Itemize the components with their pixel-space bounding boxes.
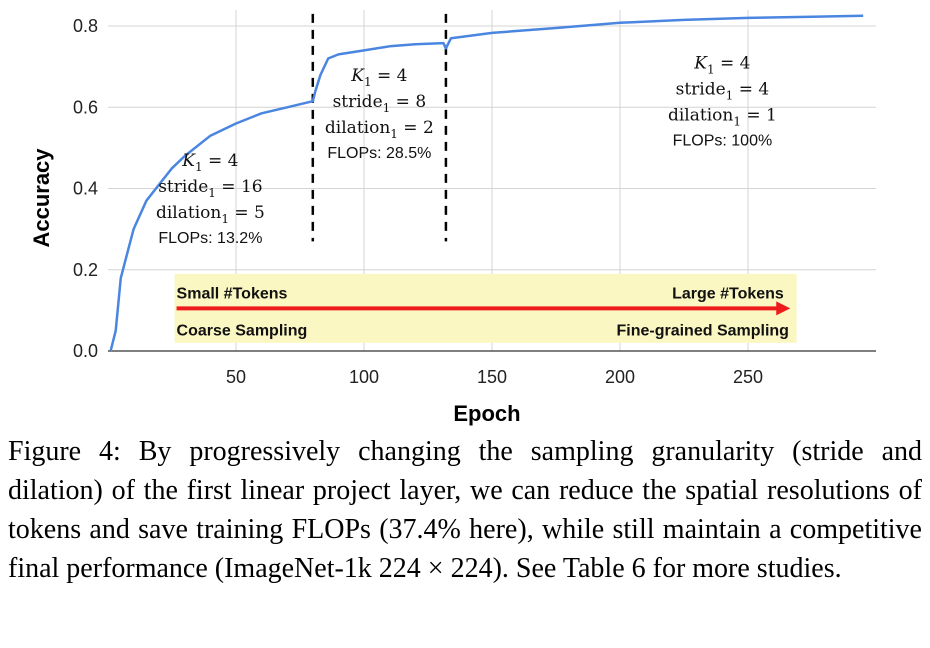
phase-k-label: K1 = 4: [181, 151, 238, 174]
x-tick-label: 150: [477, 367, 507, 387]
k-subscript: 1: [364, 75, 372, 89]
dilation-name: dilation: [156, 203, 221, 223]
x-tick-label: 100: [349, 367, 379, 387]
stride-name: stride: [676, 80, 726, 100]
phase-k-label: K1 = 4: [693, 54, 750, 77]
x-tick-labels: 50 100 150 200 250: [226, 367, 763, 387]
x-tick-label: 200: [605, 367, 635, 387]
band-arrow: [176, 301, 791, 316]
phase-boundaries: [311, 13, 448, 242]
k-value: = 4: [203, 151, 239, 171]
k-value: = 4: [372, 66, 408, 86]
k-subscript: 1: [707, 63, 715, 77]
dilation-name: dilation: [668, 106, 733, 126]
k-symbol: K: [181, 151, 196, 171]
band-label-small-tokens: Small #Tokens: [177, 285, 288, 302]
arrow-head: [776, 301, 791, 316]
dilation-subscript: 1: [221, 212, 229, 226]
figure-caption: Figure 4: By progressively changing the …: [8, 436, 922, 584]
y-tick-labels: 0.0 0.2 0.4 0.6 0.8: [73, 16, 98, 361]
dilation-value: = 2: [398, 118, 434, 138]
y-tick-label: 0.0: [73, 341, 98, 361]
phase-flops-label: FLOPs: 28.5%: [327, 145, 431, 162]
x-axis-title: Epoch: [453, 401, 520, 426]
y-axis-title: Accuracy: [29, 148, 54, 248]
y-tick-label: 0.6: [73, 97, 98, 117]
y-tick-label: 0.2: [73, 260, 98, 280]
phase-flops-label: FLOPs: 100%: [673, 133, 773, 150]
stride-value: = 4: [733, 80, 769, 100]
stride-name: stride: [333, 92, 383, 112]
phase-dilation-label: dilation1 = 1: [668, 106, 777, 129]
phase-dilation-label: dilation1 = 5: [156, 203, 265, 226]
accuracy-series-line: [109, 14, 864, 352]
dilation-value: = 1: [741, 106, 777, 126]
accuracy-chart: Small #Tokens Large #Tokens Coarse Sampl…: [29, 10, 876, 426]
stride-subscript: 1: [726, 89, 734, 103]
stride-name: stride: [158, 177, 208, 197]
band-label-fine-grained-sampling: Fine-grained Sampling: [616, 322, 788, 339]
phase-k-label: K1 = 4: [350, 66, 407, 89]
k-symbol: K: [350, 66, 365, 86]
phase-flops-label: FLOPs: 13.2%: [158, 230, 262, 247]
x-tick-label: 50: [226, 367, 246, 387]
k-symbol: K: [693, 54, 708, 74]
k-subscript: 1: [195, 160, 203, 174]
phase-stride-label: stride1 = 8: [333, 92, 427, 115]
y-tick-label: 0.8: [73, 16, 98, 36]
phase-stride-label: stride1 = 16: [158, 177, 262, 200]
dilation-value: = 5: [229, 203, 265, 223]
y-tick-label: 0.4: [73, 179, 98, 199]
dilation-subscript: 1: [733, 115, 741, 129]
grid: [108, 10, 876, 352]
stride-subscript: 1: [383, 101, 391, 115]
x-tick-label: 250: [733, 367, 763, 387]
phase-dilation-label: dilation1 = 2: [325, 118, 434, 141]
dilation-name: dilation: [325, 118, 390, 138]
k-value: = 4: [715, 54, 751, 74]
band-label-coarse-sampling: Coarse Sampling: [177, 322, 308, 339]
phase-stride-label: stride1 = 4: [676, 80, 770, 103]
stride-value: = 16: [216, 177, 263, 197]
stride-value: = 8: [390, 92, 426, 112]
band-label-large-tokens: Large #Tokens: [672, 285, 784, 302]
stride-subscript: 1: [208, 186, 216, 200]
dilation-subscript: 1: [390, 127, 398, 141]
